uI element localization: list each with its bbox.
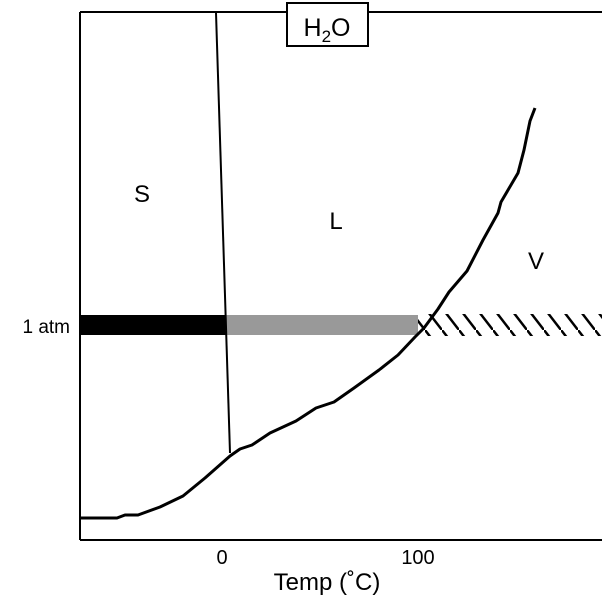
solid-region-label: S <box>134 181 150 208</box>
liquid-region-label: L <box>329 208 342 235</box>
x-axis-label: Temp (˚C) <box>274 569 381 596</box>
pressure-label: 1 atm <box>22 317 70 338</box>
title-box: H2O <box>286 2 369 47</box>
solid-segment-bar <box>80 315 228 335</box>
x-tick-label: 0 <box>216 547 227 569</box>
diagram-title: H2O <box>304 14 351 46</box>
liquid-segment-bar <box>226 315 418 335</box>
solid-liquid-boundary <box>215 12 231 454</box>
vapor-region-label: V <box>528 248 544 275</box>
x-tick-label: 100 <box>401 547 434 569</box>
vapor-segment-hatch <box>418 314 602 336</box>
vapor-boundary-curve <box>81 107 537 520</box>
